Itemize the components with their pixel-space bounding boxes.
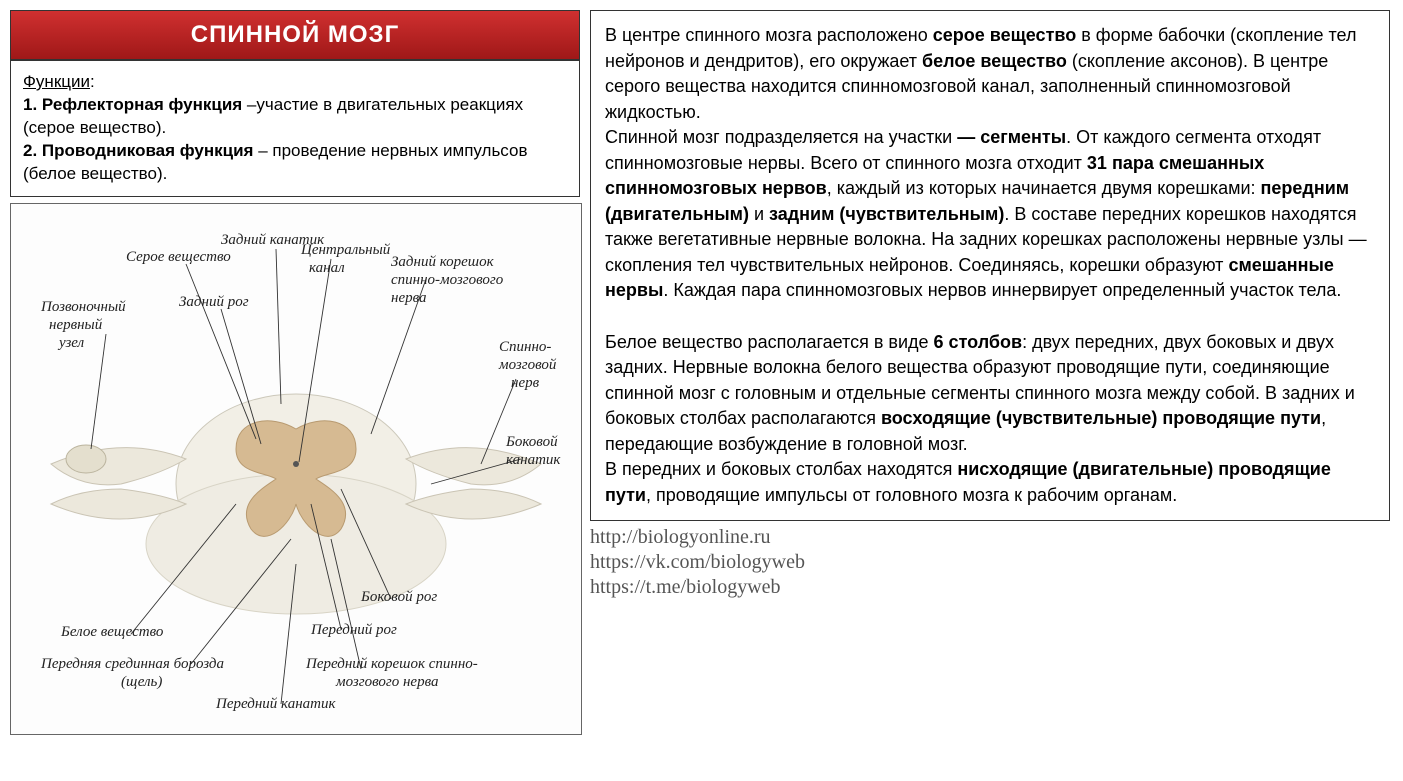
link-2: https://vk.com/biologyweb xyxy=(590,550,1390,575)
label-ant-fissure-1: Передняя срединная борозда xyxy=(41,656,224,673)
label-ganglion-1: Позвоночный xyxy=(41,299,126,316)
description-box: В центре спинного мозга расположено серо… xyxy=(590,10,1390,521)
p2g: и xyxy=(749,204,769,224)
label-spinal-nerve-2: мозговой xyxy=(499,357,556,374)
label-ventral-root-2: мозгового нерва xyxy=(336,674,439,691)
label-spinal-nerve-3: нерв xyxy=(511,375,539,392)
p2k: . Каждая пара спинномозговых нервов инне… xyxy=(663,280,1341,300)
func1-bold: 1. Рефлекторная функция xyxy=(23,95,242,114)
page-title: СПИННОЙ МОЗГ xyxy=(10,10,580,60)
links-block: http://biologyonline.ru https://vk.com/b… xyxy=(590,525,1390,600)
label-ventral-root-1: Передний корешок спинно- xyxy=(306,656,478,673)
spinal-cord-diagram: Задний канатик Серое вещество Центральны… xyxy=(10,203,582,735)
label-central-canal-2: канал xyxy=(309,260,345,277)
label-spinal-nerve-1: Спинно- xyxy=(499,339,551,356)
label-dorsal-root-1: Задний корешок xyxy=(391,254,494,271)
p1d: белое вещество xyxy=(922,51,1067,71)
label-ganglion-3: узел xyxy=(59,335,84,352)
p1b: серое вещество xyxy=(933,25,1076,45)
label-anterior-funiculus: Передний канатик xyxy=(216,696,336,713)
label-dorsal-root-2: спинно-мозгового xyxy=(391,272,503,289)
link-3: https://t.me/biologyweb xyxy=(590,575,1390,600)
func2-bold: 2. Проводниковая функция xyxy=(23,141,253,160)
functions-heading: Функции xyxy=(23,72,90,91)
p2e: , каждый из которых начинается двумя кор… xyxy=(827,178,1261,198)
label-ganglion-2: нервный xyxy=(49,317,102,334)
p3d: восходящие (чувствительные) проводящие п… xyxy=(881,408,1321,428)
label-lateral-funiculus-2: канатик xyxy=(506,452,560,469)
p4c: , проводящие импульсы от головного мозга… xyxy=(646,485,1177,505)
label-gray-matter: Серое вещество xyxy=(126,249,231,266)
label-lateral-funiculus-1: Боковой xyxy=(506,434,558,451)
label-lateral-horn: Боковой рог xyxy=(361,589,437,606)
label-ant-fissure-2: (щель) xyxy=(121,674,162,691)
functions-box: Функции: 1. Рефлекторная функция –участи… xyxy=(10,60,580,197)
label-ventral-horn: Передний рог xyxy=(311,622,397,639)
p4a: В передних и боковых столбах находятся xyxy=(605,459,957,479)
label-dorsal-root-3: нерва xyxy=(391,290,427,307)
label-central-canal-1: Центральный xyxy=(301,242,390,259)
p1a: В центре спинного мозга расположено xyxy=(605,25,933,45)
p2h: задним (чувствительным) xyxy=(769,204,1004,224)
p3a: Белое вещество располагается в виде xyxy=(605,332,934,352)
label-dorsal-horn: Задний рог xyxy=(179,294,249,311)
link-1: http://biologyonline.ru xyxy=(590,525,1390,550)
p2b: — сегменты xyxy=(957,127,1066,147)
p3b: 6 столбов xyxy=(934,332,1023,352)
label-white-matter: Белое вещество xyxy=(61,624,163,641)
p2a: Спинной мозг подразделяется на участки xyxy=(605,127,957,147)
